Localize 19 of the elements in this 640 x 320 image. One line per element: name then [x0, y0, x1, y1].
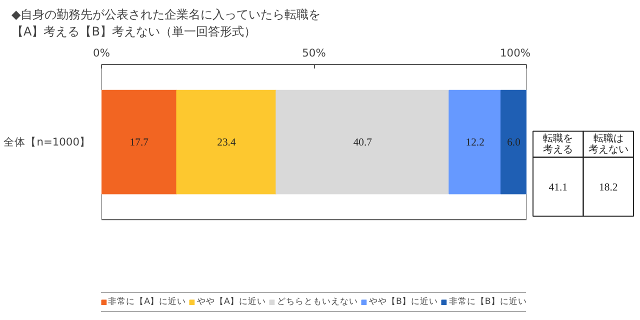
x-tick-label: 100%: [500, 46, 531, 60]
y-tick-label: 全体【n=1000】: [4, 136, 91, 149]
data-label: 40.7: [353, 138, 373, 149]
x-tick-label: 0%: [93, 46, 110, 60]
data-label: 6.0: [507, 138, 520, 149]
data-label: 17.7: [130, 138, 150, 149]
legend-label: どちらともいえない: [276, 296, 358, 308]
legend-label: 非常に【B】に近い: [448, 296, 527, 308]
chart-title: ◆自身の勤務先が公表された企業名に入っていたら転職を【A】考える【B】考えない（単一回答形式）: [12, 8, 321, 38]
legend-label: やや【B】に近い: [368, 296, 438, 308]
text: 18.2: [599, 182, 618, 194]
text: 転職を考える: [543, 132, 574, 156]
data-label: 12.2: [466, 138, 484, 149]
text: 転職は考えない: [588, 132, 628, 156]
text: 41.1: [548, 182, 568, 194]
legend-label: 非常に【A】に近い: [108, 296, 186, 308]
legend-label: やや【A】に近い: [197, 296, 266, 308]
x-tick-label: 50%: [302, 46, 326, 60]
data-label: 23.4: [217, 138, 236, 149]
